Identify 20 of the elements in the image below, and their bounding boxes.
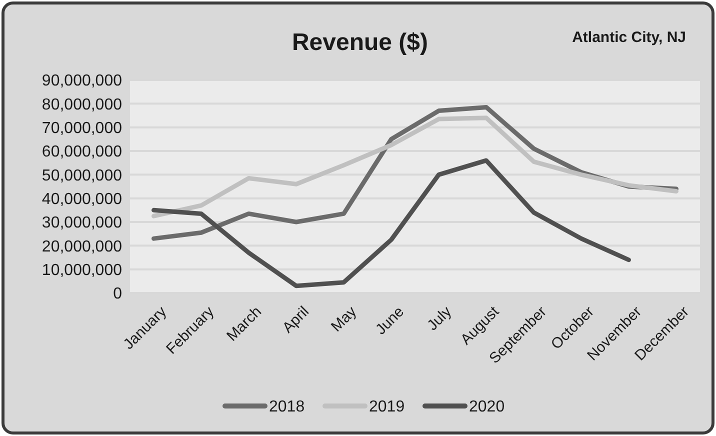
- y-tick-label: 80,000,000: [42, 96, 122, 114]
- x-tick-label: June: [372, 303, 408, 338]
- y-tick-label: 90,000,000: [42, 72, 122, 90]
- text: Atlantic City, NJ: [572, 29, 686, 46]
- chart-title: Revenue ($): [292, 29, 428, 56]
- y-tick-label: 50,000,000: [42, 167, 122, 184]
- x-tick-label: July: [424, 302, 456, 334]
- y-tick-label: 10,000,000: [42, 262, 122, 279]
- legend-label: 2018: [269, 398, 305, 416]
- y-tick-label: 40,000,000: [42, 190, 122, 208]
- legend-label: 2019: [369, 398, 405, 416]
- x-tick-label: May: [328, 302, 360, 336]
- y-tick-label: 20,000,000: [42, 238, 122, 256]
- y-tick-label: 60,000,000: [42, 144, 122, 161]
- line-series: [152, 158, 631, 288]
- line-series: [152, 116, 678, 218]
- legend-label: 2020: [469, 398, 505, 416]
- y-tick-label: 70,000,000: [42, 120, 122, 137]
- y-tick-label: 0: [113, 286, 122, 303]
- y-tick-label: 30,000,000: [42, 214, 122, 232]
